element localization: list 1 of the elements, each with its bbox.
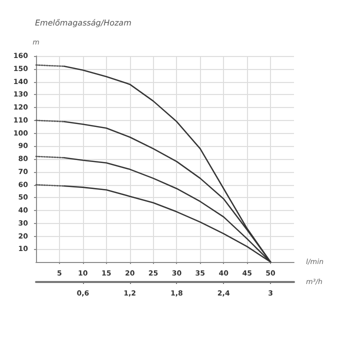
chart-title: Emelőmagasság/Hozam [35,18,132,28]
